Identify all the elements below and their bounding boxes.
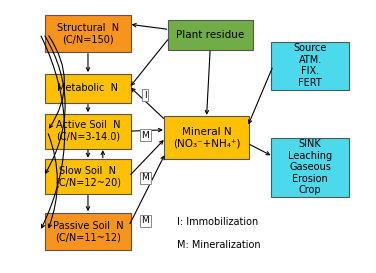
FancyBboxPatch shape (271, 138, 349, 197)
Text: M: M (141, 131, 149, 140)
FancyBboxPatch shape (168, 20, 253, 50)
FancyBboxPatch shape (271, 41, 349, 90)
FancyBboxPatch shape (45, 213, 130, 250)
FancyBboxPatch shape (45, 114, 130, 149)
Text: Mineral N
(NO₃⁻+NH₄⁺): Mineral N (NO₃⁻+NH₄⁺) (173, 127, 240, 149)
FancyBboxPatch shape (164, 117, 249, 159)
Text: Passive Soil  N
(C/N=11~12): Passive Soil N (C/N=11~12) (53, 221, 123, 242)
Text: I: I (144, 91, 147, 100)
Text: Structural  N
(C/N=150): Structural N (C/N=150) (57, 23, 119, 44)
Text: Slow Soil  N
(C/N=12~20): Slow Soil N (C/N=12~20) (55, 166, 121, 188)
FancyBboxPatch shape (45, 15, 130, 52)
Text: Metabolic  N: Metabolic N (58, 83, 118, 93)
Text: M: M (141, 216, 149, 225)
Text: M: M (141, 173, 149, 182)
FancyBboxPatch shape (45, 159, 130, 194)
Text: Source
ATM.
FIX.
FERT: Source ATM. FIX. FERT (294, 43, 327, 88)
Text: Active Soil  N
(C/N=3-14.0): Active Soil N (C/N=3-14.0) (56, 120, 120, 142)
Text: SINK
Leaching
Gaseous
Erosion
Crop: SINK Leaching Gaseous Erosion Crop (288, 139, 332, 195)
Text: I: Immobilization

M: Mineralization: I: Immobilization M: Mineralization (177, 217, 261, 250)
Text: Plant residue: Plant residue (176, 30, 244, 40)
FancyBboxPatch shape (45, 74, 130, 103)
